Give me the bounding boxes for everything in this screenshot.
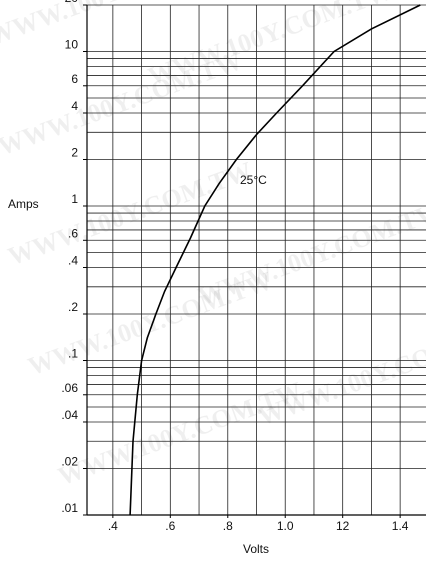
y-tick-label: .2	[68, 300, 78, 314]
watermark: WWW.100Y.COM.TW	[144, 0, 396, 91]
watermark: WWW.100Y.COM.TW	[54, 376, 306, 491]
y-tick-label: 4	[71, 99, 78, 113]
x-axis-label: Volts	[243, 542, 269, 556]
y-tick-label: .01	[61, 501, 78, 515]
curve	[129, 4, 421, 516]
y-tick-label: 1	[71, 192, 78, 206]
y-tick-label: .4	[68, 254, 78, 268]
y-tick-label: 20	[65, 0, 79, 5]
annotation: 25°C	[240, 173, 267, 187]
x-tick-label: 1.0	[277, 519, 294, 533]
x-tick-label: 12	[336, 519, 350, 533]
y-tick-label: .6	[68, 226, 78, 240]
x-tick-label: .6	[165, 519, 175, 533]
y-tick-label: 10	[65, 38, 79, 52]
y-tick-label: .1	[68, 347, 78, 361]
y-tick-label: 2	[71, 146, 78, 160]
x-tick-label: .4	[108, 519, 118, 533]
watermark: WWW.100Y.COM.TW	[4, 156, 256, 271]
x-tick-label: 1.4	[392, 519, 409, 533]
y-axis-label: Amps	[8, 197, 39, 211]
x-tick-label: .8	[223, 519, 233, 533]
y-tick-label: .02	[61, 455, 78, 469]
y-tick-label: .06	[61, 381, 78, 395]
y-tick-label: 6	[71, 72, 78, 86]
y-tick-label: .04	[61, 408, 78, 422]
